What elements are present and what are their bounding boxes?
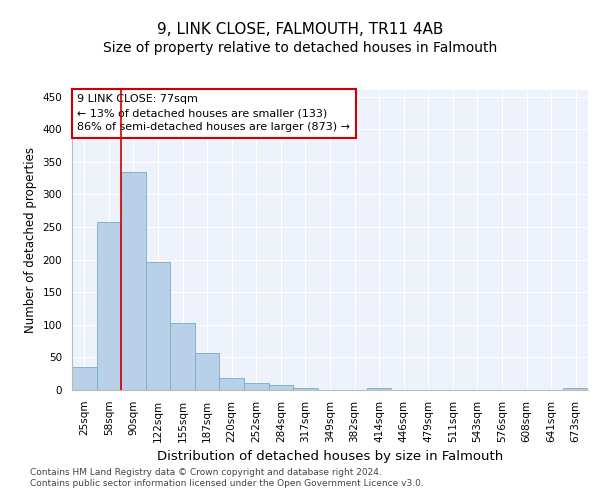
Y-axis label: Number of detached properties: Number of detached properties bbox=[24, 147, 37, 333]
Text: 9 LINK CLOSE: 77sqm
← 13% of detached houses are smaller (133)
86% of semi-detac: 9 LINK CLOSE: 77sqm ← 13% of detached ho… bbox=[77, 94, 350, 132]
Bar bbox=[97, 222, 121, 390]
Bar bbox=[244, 384, 269, 390]
Bar bbox=[195, 353, 220, 390]
Bar bbox=[170, 323, 195, 390]
X-axis label: Distribution of detached houses by size in Falmouth: Distribution of detached houses by size … bbox=[157, 450, 503, 463]
Bar bbox=[367, 388, 391, 390]
Bar bbox=[563, 388, 588, 390]
Bar bbox=[269, 386, 293, 390]
Text: 9, LINK CLOSE, FALMOUTH, TR11 4AB: 9, LINK CLOSE, FALMOUTH, TR11 4AB bbox=[157, 22, 443, 38]
Bar bbox=[121, 172, 146, 390]
Bar bbox=[293, 388, 318, 390]
Bar bbox=[146, 262, 170, 390]
Bar bbox=[72, 367, 97, 390]
Text: Size of property relative to detached houses in Falmouth: Size of property relative to detached ho… bbox=[103, 41, 497, 55]
Text: Contains HM Land Registry data © Crown copyright and database right 2024.
Contai: Contains HM Land Registry data © Crown c… bbox=[30, 468, 424, 487]
Bar bbox=[220, 378, 244, 390]
